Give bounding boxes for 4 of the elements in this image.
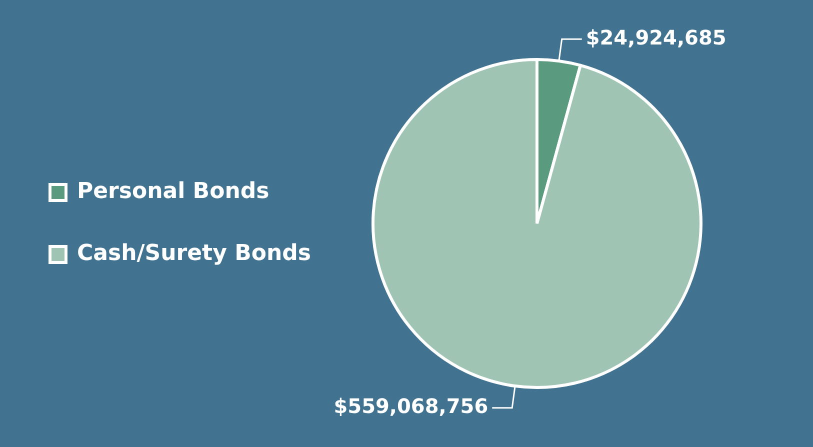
data-label: $559,068,756 [334, 394, 488, 418]
legend-label: Personal Bonds [77, 179, 270, 204]
data-label: $24,924,685 [586, 25, 726, 50]
legend-label: Cash/Surety Bonds [77, 241, 311, 266]
